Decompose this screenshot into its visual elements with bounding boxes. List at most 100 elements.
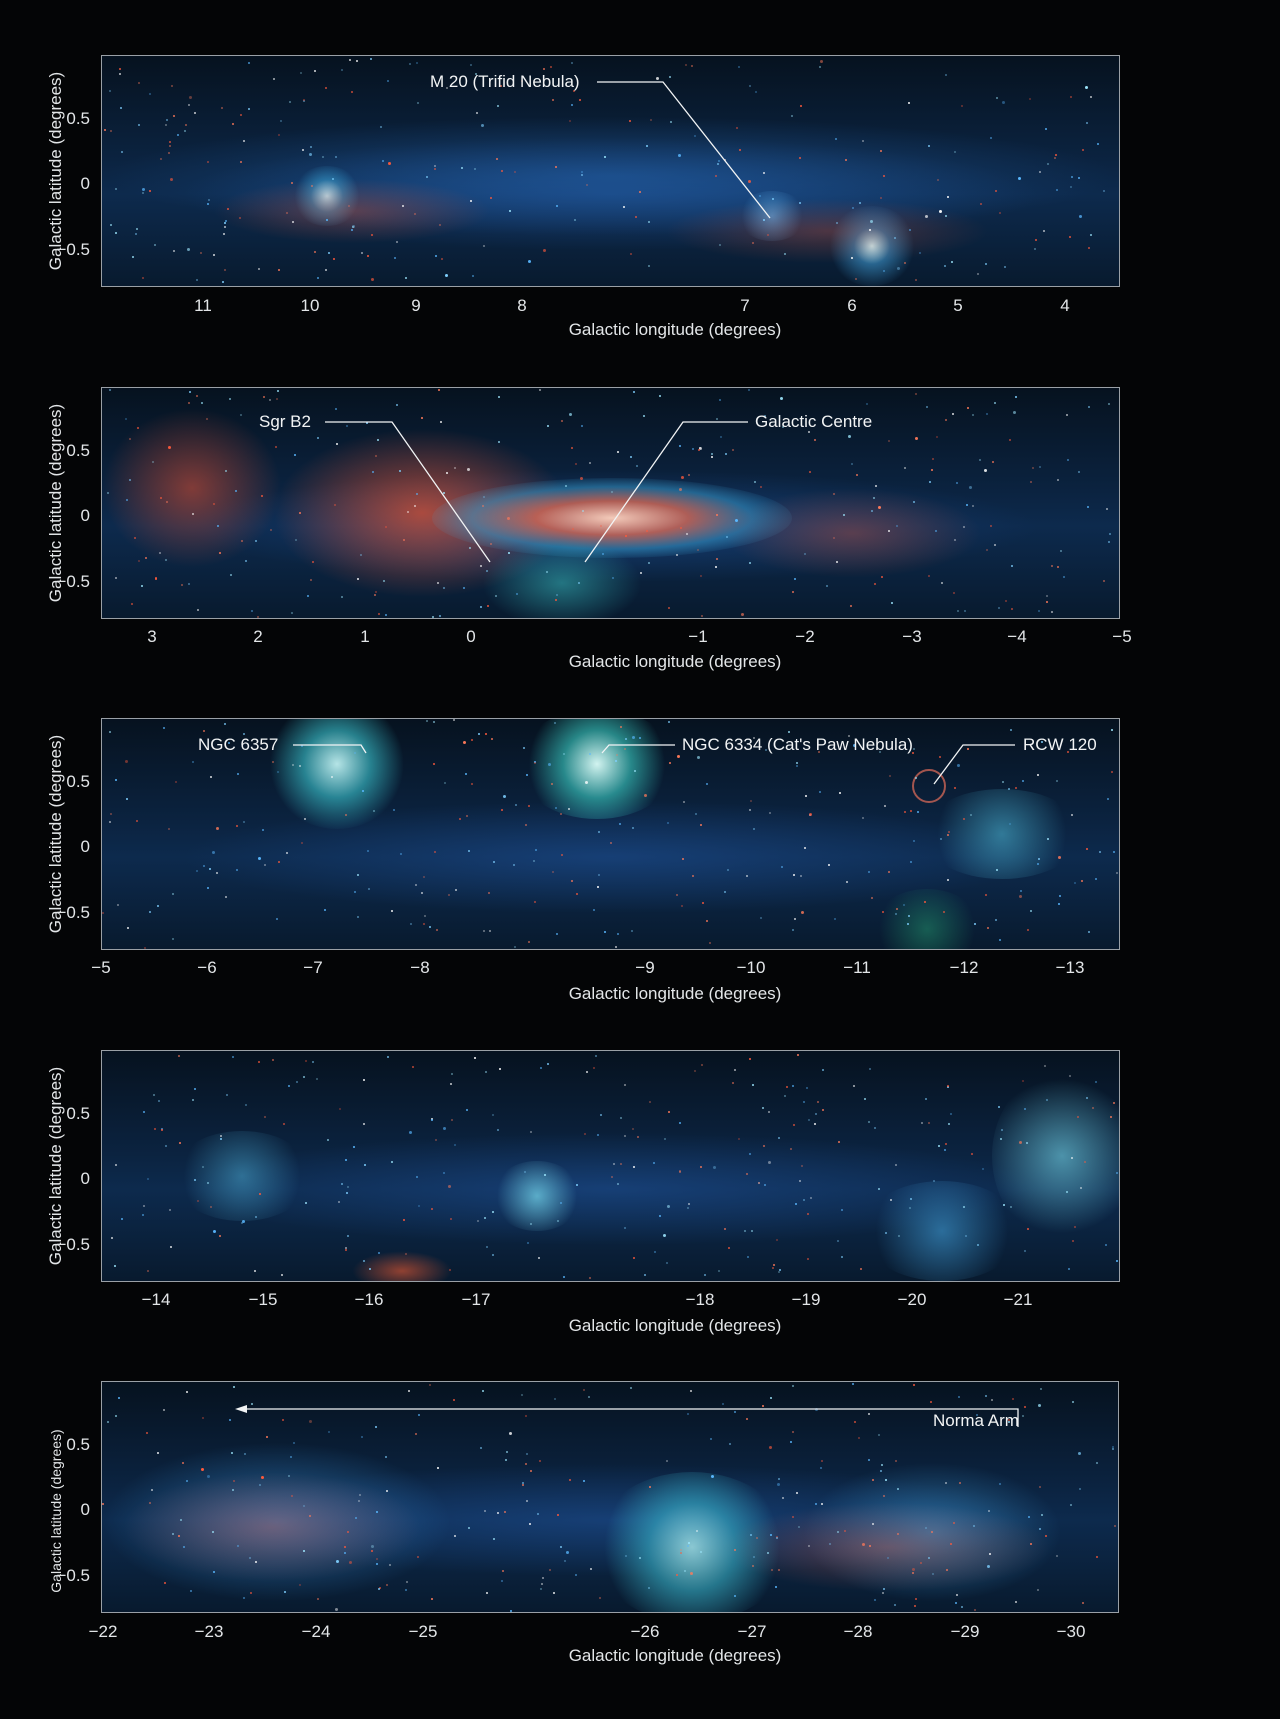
star [653,1161,656,1164]
star [346,1191,349,1194]
star [750,1230,753,1233]
star [762,172,765,175]
x-tick: −30 [1056,1622,1086,1641]
star [215,826,219,830]
star [809,1196,812,1199]
star [391,910,394,913]
star [881,576,884,579]
star [135,232,138,235]
star [367,888,370,891]
label-galactic-centre: Galactic Centre [755,412,873,431]
star [409,923,412,926]
star [241,1219,245,1223]
star [406,1581,409,1584]
star [449,1269,452,1272]
star [423,923,426,926]
star [179,1141,182,1144]
star [418,1205,421,1208]
star [115,1164,118,1167]
star [554,806,557,809]
star [933,1179,936,1182]
star [986,1565,990,1569]
star [351,226,354,229]
star [947,879,950,882]
star [797,1053,799,1056]
star [1110,728,1113,731]
star [1056,189,1059,192]
star [224,722,227,725]
star [986,412,989,415]
star [1022,780,1025,783]
star [804,846,807,849]
star [524,1463,527,1466]
star [170,1245,173,1248]
star [294,454,297,457]
star [956,610,959,613]
star [433,851,436,854]
star [485,1071,488,1074]
star [107,492,110,495]
star [381,159,384,162]
star [803,1101,806,1104]
star [238,216,241,219]
star [355,59,358,62]
star [690,1389,693,1392]
star [521,1394,524,1397]
star [1014,787,1017,790]
star [228,742,231,745]
star [1001,100,1005,104]
dust-clump [652,196,1002,266]
y-tick: 0 [80,837,90,856]
star [989,136,992,139]
star [247,108,250,111]
x-tick: −20 [897,1290,927,1309]
star [616,933,619,936]
star [475,112,478,115]
star [868,1412,871,1415]
star [841,1209,844,1212]
star [545,571,548,574]
star [447,893,450,896]
star [183,1545,186,1548]
star [193,1178,196,1181]
star [1055,1554,1058,1557]
star [160,1127,163,1130]
star [125,797,128,800]
star [346,1530,349,1533]
star [388,1563,391,1566]
star [589,753,592,756]
star [428,1383,431,1386]
star [124,417,127,420]
star [1038,466,1041,469]
star [947,833,950,836]
star [378,1588,381,1591]
x-tick: −8 [410,958,430,977]
star [586,1071,589,1074]
star [201,401,204,404]
star [972,1525,975,1528]
star [952,1521,955,1524]
x-tick: −27 [737,1622,767,1641]
star [995,868,998,871]
label-m20: M 20 (Trifid Nebula) [430,72,580,91]
star [344,1159,347,1162]
star [887,870,890,873]
star [676,553,679,556]
y-tick: 0.5 [66,1104,90,1123]
star [303,1550,306,1553]
star [777,1482,781,1486]
star [837,1140,840,1143]
star [962,1206,965,1209]
star [193,112,196,115]
star [338,1108,341,1111]
y-tick: 0 [80,1500,90,1519]
star [303,99,305,102]
star [753,736,756,739]
star [416,492,419,495]
star [504,1510,507,1513]
star [114,577,117,580]
star [438,389,441,392]
star [414,1433,417,1436]
star [482,496,485,499]
star [108,731,111,734]
